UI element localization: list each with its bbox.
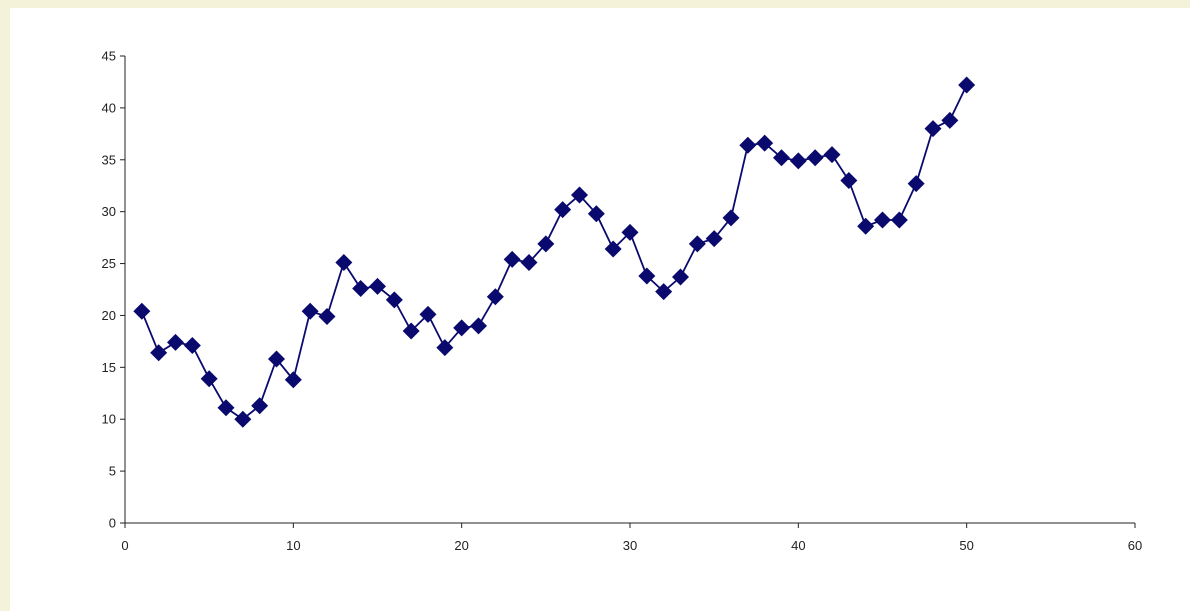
data-point (436, 339, 454, 357)
x-tick-label: 0 (121, 538, 128, 553)
data-point (739, 136, 757, 154)
data-point (301, 302, 319, 320)
y-tick-label: 40 (102, 100, 116, 115)
data-point (638, 267, 656, 285)
data-point (318, 307, 336, 325)
y-tick-label: 45 (102, 49, 116, 64)
y-tick-label: 30 (102, 204, 116, 219)
series-group (133, 76, 976, 428)
y-tick-label: 25 (102, 256, 116, 271)
data-point (672, 268, 689, 286)
data-point (722, 209, 740, 227)
data-point (150, 344, 168, 362)
data-point (890, 211, 908, 229)
y-tick-label: 0 (109, 516, 116, 531)
data-point (773, 149, 790, 167)
data-point (604, 240, 622, 258)
data-point (688, 235, 706, 253)
data-point (520, 254, 538, 272)
x-tick-label: 30 (623, 538, 637, 553)
data-point (335, 254, 353, 272)
data-point (453, 319, 471, 337)
axes (120, 55, 1136, 528)
data-point (958, 76, 976, 94)
y-tick-label: 20 (102, 308, 116, 323)
data-point (133, 302, 151, 320)
data-point (234, 410, 252, 428)
data-point (705, 230, 723, 248)
x-tick-label: 60 (1128, 538, 1142, 553)
data-point (587, 205, 605, 223)
x-tick-label: 10 (286, 538, 300, 553)
x-tick-label: 50 (959, 538, 973, 553)
data-point (167, 333, 184, 351)
series-line (140, 84, 968, 421)
data-point (924, 120, 942, 138)
data-point (183, 337, 201, 355)
data-point (789, 152, 807, 170)
data-point (503, 250, 521, 268)
data-point (486, 288, 504, 306)
y-tick-label: 5 (109, 464, 116, 479)
data-point (284, 371, 302, 389)
data-point (251, 397, 269, 415)
data-point (268, 350, 285, 368)
line-chart: 0 5 10 15 20 25 30 35 40 45 0 10 20 30 40 50 60 (102, 49, 1143, 554)
x-tick-label: 20 (454, 538, 468, 553)
data-point (352, 279, 370, 297)
data-point (200, 370, 218, 388)
data-point (402, 322, 420, 340)
data-point (217, 399, 235, 417)
data-point (823, 146, 841, 164)
data-point (470, 317, 487, 335)
data-point (537, 235, 555, 253)
data-point (571, 186, 588, 204)
data-point (806, 149, 824, 167)
data-point (874, 211, 891, 229)
data-point (419, 305, 437, 323)
y-tick-label: 10 (102, 412, 116, 427)
chart-frame: 0 5 10 15 20 25 30 35 40 45 0 10 20 30 40 50 60 (10, 8, 1190, 611)
y-tick-label: 35 (102, 152, 116, 167)
data-point (857, 217, 875, 235)
data-point (756, 134, 774, 152)
data-point (369, 277, 386, 295)
x-tick-label: 40 (791, 538, 805, 553)
data-point (840, 172, 858, 190)
tick-labels: 0 5 10 15 20 25 30 35 40 45 0 10 20 30 40 50 60 (102, 49, 1143, 554)
data-point (941, 111, 959, 129)
data-point (621, 223, 639, 241)
data-point (655, 283, 673, 301)
data-point (554, 201, 572, 219)
data-point (385, 291, 403, 309)
data-point (907, 175, 925, 193)
y-tick-label: 15 (102, 360, 116, 375)
